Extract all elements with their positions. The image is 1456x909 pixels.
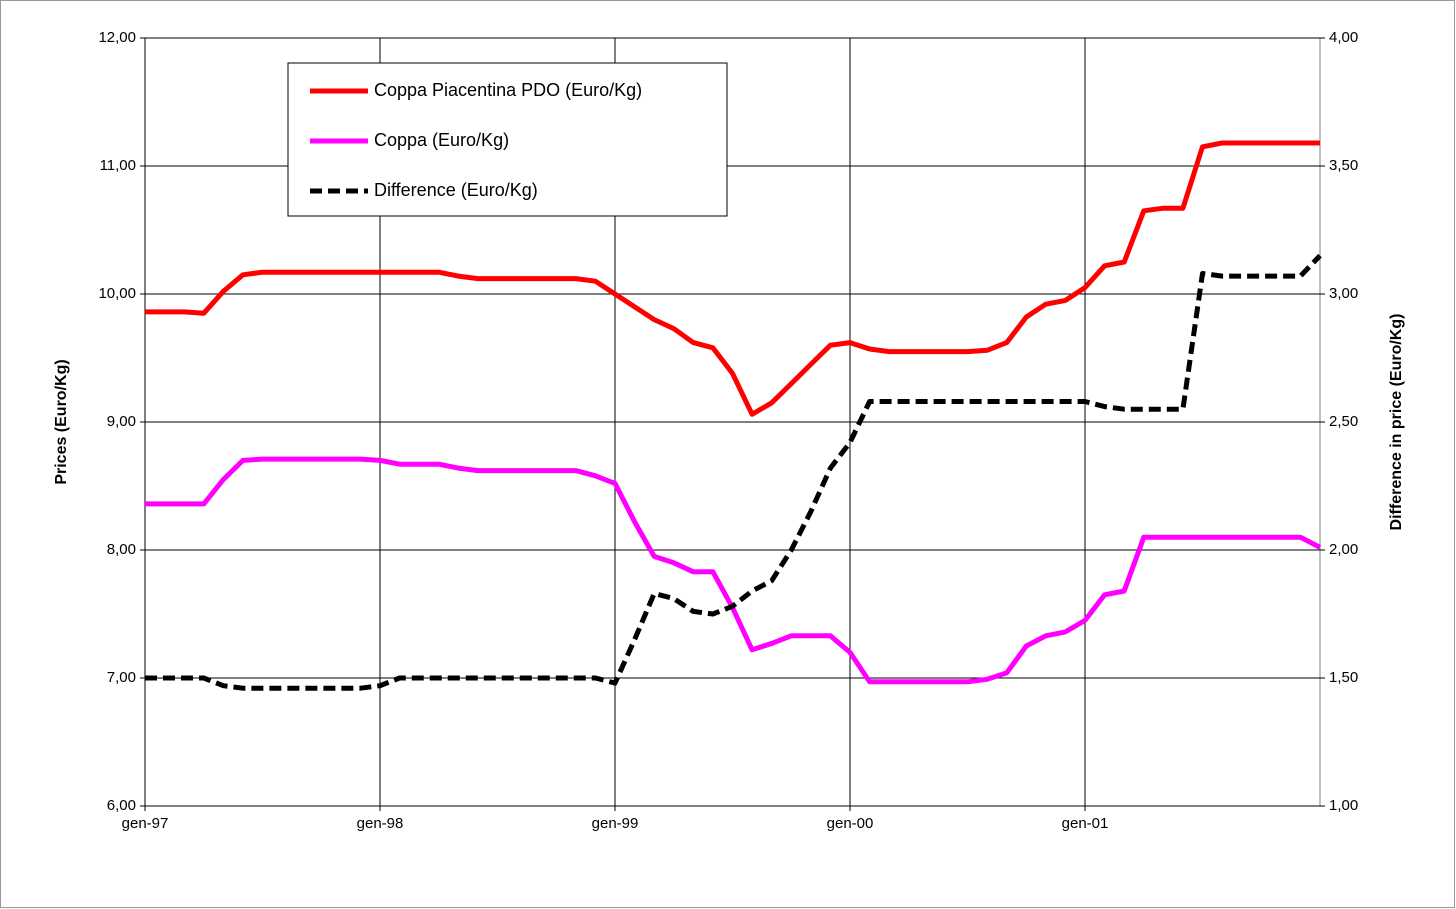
y-tick-label: 12,00 <box>98 29 136 46</box>
y2-tick-label: 2,50 <box>1329 413 1358 430</box>
legend-label: Difference (Euro/Kg) <box>374 180 538 200</box>
x-tick-label: gen-01 <box>1062 815 1109 832</box>
y-tick-label: 8,00 <box>107 541 136 558</box>
y-tick-label: 7,00 <box>107 669 136 686</box>
y-tick-label: 11,00 <box>100 157 136 174</box>
y2-axis-title: Difference in price (Euro/Kg) <box>1388 314 1405 531</box>
x-tick-label: gen-97 <box>122 815 169 832</box>
y-tick-label: 9,00 <box>107 413 136 430</box>
y2-tick-label: 4,00 <box>1329 29 1358 46</box>
y2-tick-label: 3,50 <box>1329 157 1358 174</box>
y2-tick-label: 2,00 <box>1329 541 1358 558</box>
y-tick-label: 6,00 <box>107 797 136 814</box>
x-tick-label: gen-98 <box>357 815 404 832</box>
series-line <box>145 140 1320 417</box>
y-axis-title: Prices (Euro/Kg) <box>53 359 70 484</box>
legend-label: Coppa (Euro/Kg) <box>374 130 509 150</box>
legend-label: Coppa Piacentina PDO (Euro/Kg) <box>374 80 642 100</box>
series-line <box>145 253 1322 691</box>
y-tick-label: 10,00 <box>98 285 136 302</box>
x-tick-label: gen-99 <box>592 815 639 832</box>
x-tick-label: gen-00 <box>827 815 874 832</box>
y2-tick-label: 1,50 <box>1329 669 1358 686</box>
y2-tick-label: 1,00 <box>1329 797 1358 814</box>
y2-tick-label: 3,00 <box>1329 285 1358 302</box>
